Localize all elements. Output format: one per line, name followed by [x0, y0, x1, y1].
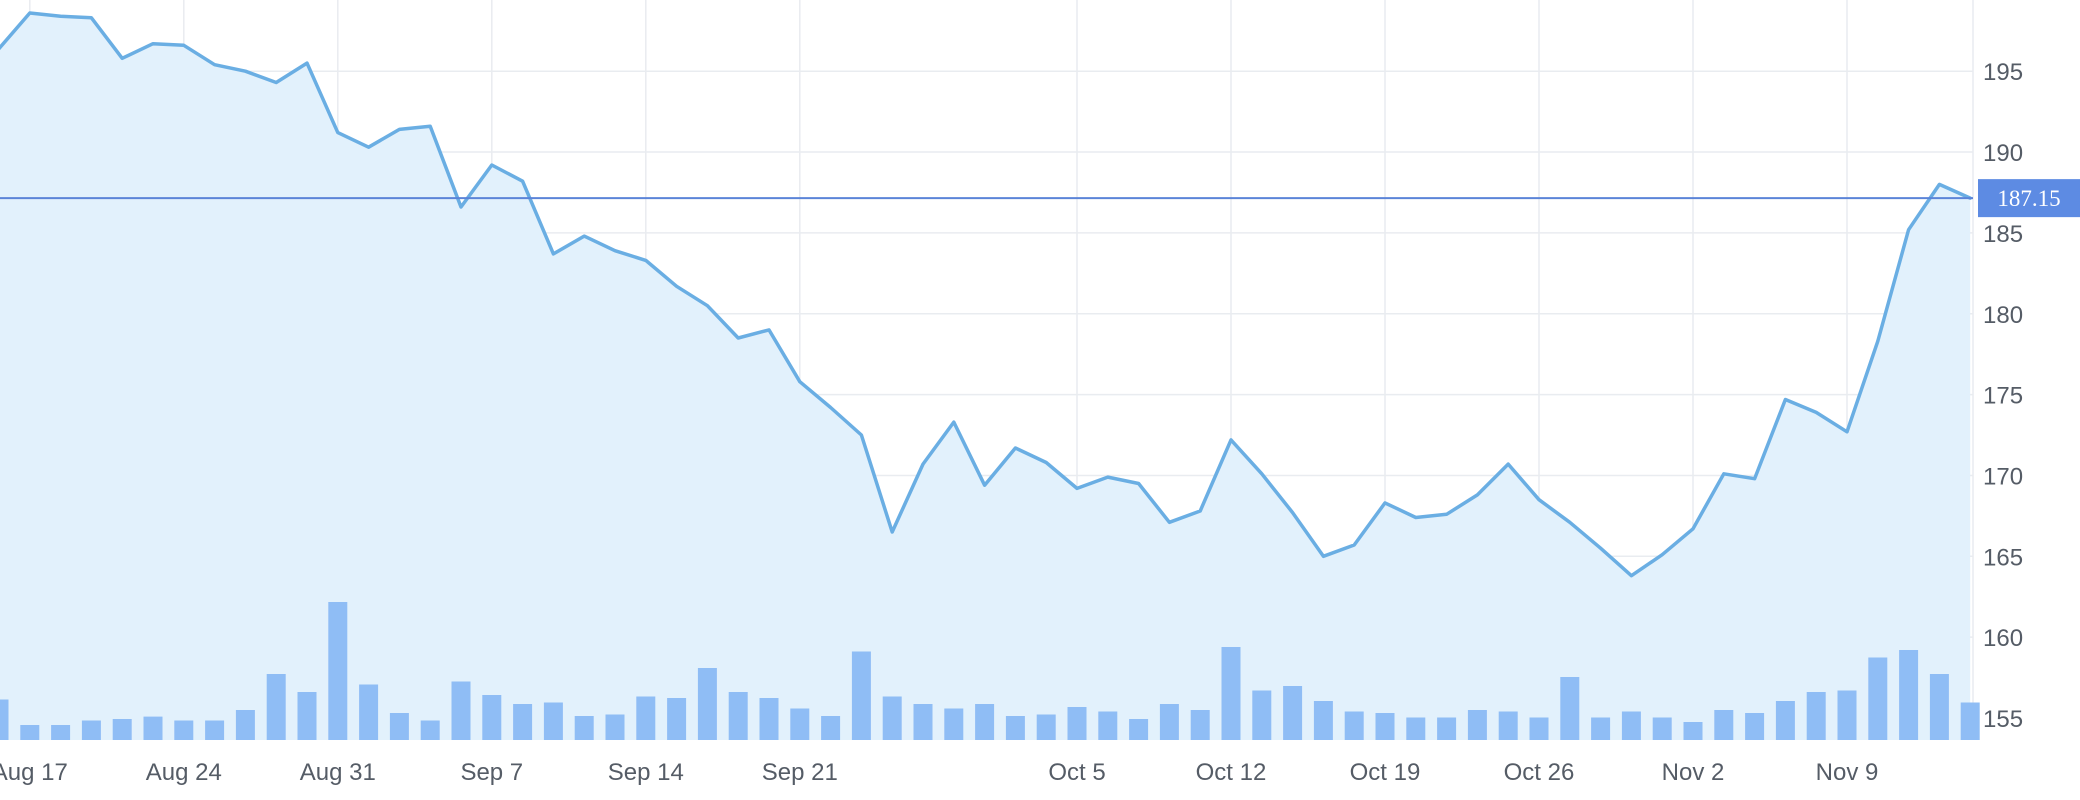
volume-bar: [20, 725, 40, 740]
volume-bar: [1745, 713, 1765, 740]
volume-bar: [1806, 692, 1826, 740]
volume-bar: [1868, 657, 1888, 740]
x-tick-label: Oct 5: [1048, 759, 1105, 786]
volume-bar: [205, 720, 225, 740]
price-line: [0, 11, 1972, 578]
volume-bar: [1621, 711, 1641, 740]
volume-bar: [697, 668, 717, 740]
volume-bar: [482, 695, 502, 740]
volume-bar: [759, 698, 779, 740]
volume-bar: [51, 725, 71, 740]
current-price-badge: [1978, 179, 2080, 218]
volume-bar: [667, 698, 687, 740]
price-area-layer: [0, 13, 1971, 740]
y-tick-label: 185: [1983, 221, 2023, 248]
volume-bar: [636, 696, 656, 740]
y-tick-label: 155: [1983, 706, 2023, 733]
volume-bar: [1775, 701, 1795, 740]
volume-bar: [1899, 650, 1919, 740]
x-tick-label: Sep 21: [762, 759, 838, 786]
volume-bar: [574, 716, 594, 740]
x-tick-label: Aug 17: [0, 759, 68, 786]
volume-bar: [1098, 711, 1118, 740]
volume-bar: [1313, 701, 1333, 740]
volume-bar: [328, 602, 348, 740]
volume-bar: [605, 714, 625, 740]
volume-bar: [451, 681, 471, 740]
volume-bar: [143, 716, 163, 740]
volume-bar: [1252, 690, 1272, 740]
volume-bar: [0, 699, 9, 740]
volume-bar: [112, 719, 132, 740]
volume-bar: [1437, 717, 1457, 740]
volume-bar: [944, 708, 964, 740]
volume-bar: [420, 720, 440, 740]
volume-bar: [1190, 710, 1210, 740]
volume-bar: [728, 692, 748, 740]
volume-bar: [543, 702, 563, 740]
x-tick-label: Nov 9: [1816, 759, 1879, 786]
volume-bar: [975, 704, 995, 740]
volume-bar: [359, 684, 379, 740]
volume-bar: [913, 704, 933, 740]
volume-bar: [1283, 686, 1303, 740]
volume-bar: [1467, 710, 1487, 740]
x-tick-label: Sep 14: [608, 759, 684, 786]
x-axis-ticks: Aug 17 Aug 24 Aug 31 Sep 7 Sep 14 Sep 21 Oct 5…: [0, 759, 1878, 786]
volume-bar: [266, 674, 286, 740]
volume-bar: [1929, 674, 1949, 740]
y-tick-label: 180: [1983, 302, 2023, 329]
volume-bar: [1560, 677, 1580, 740]
volume-bar: [1837, 690, 1857, 740]
y-tick-label: 190: [1983, 140, 2023, 167]
volume-bar: [1221, 647, 1241, 740]
y-tick-label: 175: [1983, 383, 2023, 410]
x-tick-label: Oct 26: [1504, 759, 1575, 786]
y-axis-ticks: 155 160 165 170 175 180 185 190 195: [1983, 59, 2023, 733]
volume-bar: [1683, 722, 1703, 740]
current-price-layer: 187.15: [0, 179, 2080, 218]
x-tick-label: Aug 31: [300, 759, 376, 786]
volume-bar: [1036, 714, 1056, 740]
volume-bar: [851, 651, 871, 740]
volume-bar: [1159, 704, 1179, 740]
y-tick-label: 170: [1983, 463, 2023, 490]
volume-bar: [1344, 711, 1364, 740]
volume-bar: [1498, 711, 1518, 740]
price-line-layer: [0, 11, 1972, 578]
volume-bar: [235, 710, 255, 740]
price-area-fill: [0, 13, 1971, 740]
volume-bar: [882, 696, 902, 740]
volume-bar: [389, 713, 409, 740]
y-tick-label: 165: [1983, 544, 2023, 571]
volume-bars: [0, 602, 1980, 740]
current-price-label: 187.15: [1997, 186, 2060, 211]
x-tick-label: Oct 12: [1196, 759, 1267, 786]
volume-bar: [790, 708, 810, 740]
x-tick-label: Aug 24: [146, 759, 222, 786]
x-tick-label: Oct 19: [1350, 759, 1421, 786]
volume-bar: [1375, 713, 1395, 740]
volume-bar: [1005, 716, 1025, 740]
volume-bar: [174, 720, 194, 740]
volume-bar: [1067, 707, 1087, 740]
volume-bar: [1591, 717, 1611, 740]
volume-bar: [513, 704, 533, 740]
volume-bar: [1714, 710, 1734, 740]
volume-bar: [1652, 717, 1672, 740]
volume-bar: [1529, 717, 1549, 740]
volume-bar: [297, 692, 317, 740]
volume-bar: [1406, 717, 1426, 740]
y-tick-label: 195: [1983, 59, 2023, 86]
volume-bar: [1960, 702, 1980, 740]
x-tick-label: Sep 7: [460, 759, 523, 786]
volume-bar: [821, 716, 841, 740]
volume-bar: [1129, 719, 1149, 740]
volume-bar: [81, 720, 101, 740]
y-tick-label: 160: [1983, 625, 2023, 652]
x-tick-label: Nov 2: [1662, 759, 1725, 786]
